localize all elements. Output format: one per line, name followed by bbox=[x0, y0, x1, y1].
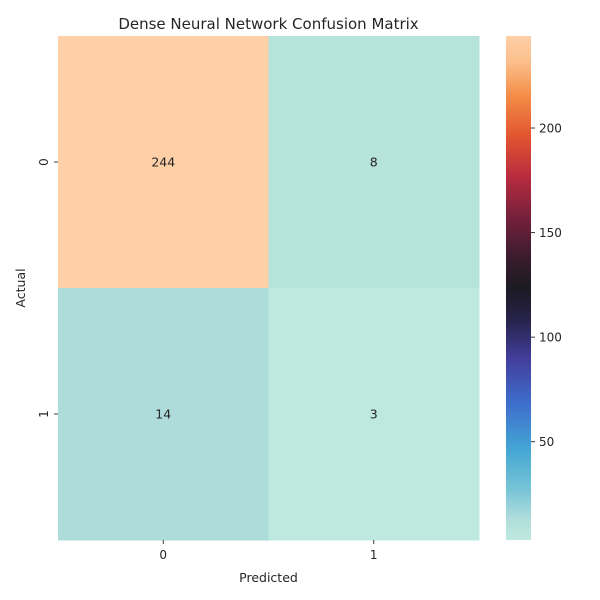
colorbar: 50 100 150 200 bbox=[506, 36, 562, 540]
heatmap-cells bbox=[58, 36, 480, 541]
colorbar-tick-label: 50 bbox=[539, 435, 554, 449]
cell-value-1-0: 14 bbox=[155, 407, 171, 422]
colorbar-tick-label: 150 bbox=[539, 226, 562, 240]
heatmap-cell-1-1 bbox=[268, 288, 480, 541]
cell-annotations: 244 8 14 3 bbox=[151, 155, 377, 422]
y-tick-label: 1 bbox=[37, 410, 51, 418]
y-tick-label: 0 bbox=[37, 158, 51, 166]
cell-value-1-1: 3 bbox=[370, 407, 378, 422]
heatmap-cell-1-0 bbox=[58, 288, 269, 541]
cell-value-0-0: 244 bbox=[151, 155, 175, 170]
colorbar-tick-label: 100 bbox=[539, 331, 562, 345]
x-tick-label: 0 bbox=[159, 548, 167, 562]
x-tick-label: 1 bbox=[370, 548, 378, 562]
colorbar-tick-label: 200 bbox=[539, 122, 562, 136]
heatmap-cell-0-1 bbox=[268, 36, 480, 289]
x-axis-label: Predicted bbox=[239, 570, 298, 585]
chart-title: Dense Neural Network Confusion Matrix bbox=[118, 15, 418, 33]
y-axis-label: Actual bbox=[13, 268, 28, 307]
y-axis-ticks: 01 bbox=[37, 158, 58, 418]
cell-value-0-1: 8 bbox=[370, 155, 378, 170]
colorbar-gradient bbox=[506, 36, 531, 540]
heatmap-cell-0-0 bbox=[58, 36, 269, 289]
